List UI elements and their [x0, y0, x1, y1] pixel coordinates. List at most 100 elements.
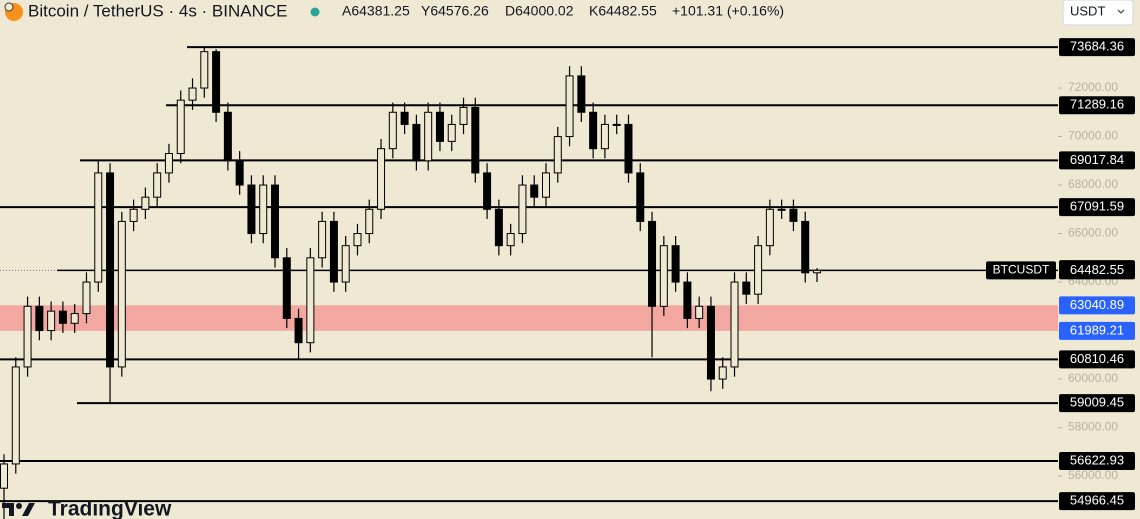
candle-body: [765, 208, 774, 247]
level-label: 60810.46: [1070, 351, 1124, 366]
candle-body: [447, 123, 456, 142]
chart-title: Bitcoin / TetherUS · 4s · BINANCE: [28, 1, 288, 20]
y-tick-label: 58000.00: [1068, 420, 1118, 434]
candle-body: [424, 111, 433, 162]
candle-body: [718, 366, 727, 380]
level-label-box: [1059, 198, 1135, 217]
candle-body: [459, 106, 468, 125]
symbol-label: BTCUSDT: [993, 263, 1050, 277]
legend-text: K64482.55: [589, 3, 657, 19]
y-tick-label: 56000.00: [1068, 468, 1118, 482]
candle-body: [518, 184, 527, 235]
watermark-logo: [2, 503, 35, 516]
legend-text: D64000.02: [505, 3, 574, 19]
zone-label-box: [1059, 296, 1135, 315]
level-label-box: [1059, 394, 1135, 413]
last-price-label: 64482.55: [1070, 262, 1124, 277]
candle-body: [47, 310, 56, 332]
candle-body: [365, 208, 374, 235]
candle-body: [565, 75, 574, 138]
y-tick-label: 60000.00: [1068, 371, 1118, 385]
candle-body: [235, 160, 244, 186]
level-label: 59009.45: [1070, 395, 1124, 410]
candle-body: [400, 111, 409, 125]
candle-body: [801, 220, 810, 274]
candle-body: [70, 313, 79, 324]
candle-body: [271, 184, 279, 259]
level-label: 54966.45: [1070, 493, 1124, 508]
candle-body: [659, 245, 668, 307]
dropdown-arrow: [1117, 9, 1125, 14]
y-tick-label: 68000.00: [1068, 177, 1118, 191]
candle-body: [730, 281, 739, 368]
level-label: 56622.93: [1070, 452, 1124, 467]
candle-body: [813, 269, 821, 274]
candle-body: [282, 257, 291, 319]
candle-body: [435, 111, 444, 142]
level-label-box: [1059, 350, 1135, 369]
candle-body: [259, 184, 268, 235]
candle-body: [542, 172, 550, 198]
candle-body: [683, 281, 692, 319]
candle-body: [11, 366, 20, 465]
candle-body: [247, 184, 256, 235]
candle-body: [506, 233, 515, 247]
zone-label: 63040.89: [1070, 297, 1124, 312]
logo-part: [16, 503, 22, 509]
candle-body: [141, 196, 150, 210]
exchange-icon: [4, 2, 14, 12]
candle-body: [388, 111, 397, 150]
candle-body: [306, 257, 315, 344]
level-label-box: [1059, 96, 1135, 115]
candle-body: [176, 99, 185, 155]
candle-body: [153, 172, 162, 198]
candle-body: [223, 111, 232, 162]
candle-body: [188, 87, 197, 101]
candle-body: [212, 51, 221, 113]
candle-body: [671, 245, 680, 283]
y-tick-label: 72000.00: [1068, 80, 1118, 94]
candle-body: [600, 123, 609, 150]
level-label-box: [1059, 492, 1135, 511]
zone-label: 61989.21: [1070, 322, 1124, 337]
candle-body: [106, 172, 115, 368]
level-label-box: [1059, 451, 1135, 470]
candle-body: [530, 184, 539, 198]
logo-part: [22, 503, 35, 516]
candle-body: [23, 305, 32, 368]
candle-body: [695, 305, 704, 319]
legend-text: Y64576.26: [421, 3, 489, 19]
currency-select[interactable]: [1062, 0, 1134, 26]
candle-body: [471, 106, 480, 174]
legend-text: A64381.25: [342, 3, 410, 19]
candle-body: [377, 148, 386, 210]
candle-body: [0, 463, 8, 489]
candle-body: [777, 208, 786, 211]
legend-text: +101.31 (+0.16%): [672, 3, 784, 19]
zone-label-box: [1059, 321, 1135, 340]
candle-body: [35, 305, 44, 332]
candle-body: [754, 245, 763, 295]
candle-body: [117, 220, 126, 368]
candle-body: [636, 172, 645, 222]
watermark: TradingView: [48, 498, 172, 519]
candle-body: [624, 123, 633, 174]
candle-body: [82, 281, 91, 315]
candle-body: [612, 123, 621, 126]
level-label: 69017.84: [1070, 152, 1124, 167]
y-tick-label: 70000.00: [1068, 129, 1118, 143]
candle-body: [329, 220, 338, 283]
candle-body: [706, 305, 715, 380]
candle-body: [553, 136, 562, 174]
price-axis: 56000.0058000.0060000.0062000.0064000.00…: [986, 38, 1135, 511]
candle-body: [58, 310, 67, 324]
ohlc-legend: A64381.25 Y64576.26 D64000.02 K64482.55 +101…: [342, 3, 784, 19]
candle-body: [648, 220, 657, 307]
candle-body: [341, 245, 350, 283]
candle-body: [164, 153, 173, 174]
candle-body: [494, 208, 503, 247]
candle-body: [294, 317, 303, 344]
zone: [0, 305, 1058, 331]
candle-body: [589, 111, 598, 150]
